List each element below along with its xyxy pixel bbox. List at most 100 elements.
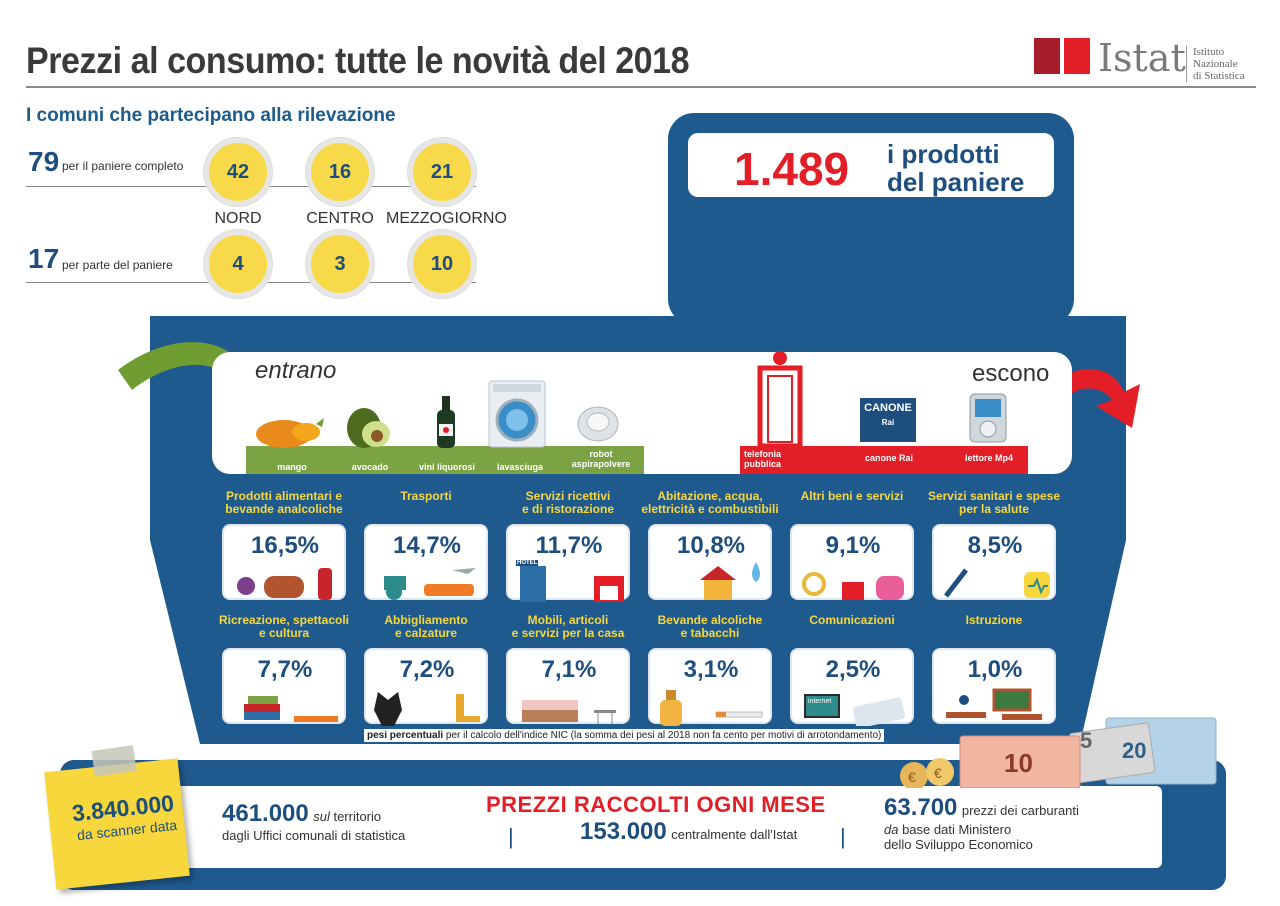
category-card: 10,8%	[648, 524, 772, 600]
category-card: 3,1%	[648, 648, 772, 726]
separator: |	[840, 824, 846, 849]
comuni-title: I comuni che partecipano alla rilevazion…	[26, 105, 396, 126]
transport-icon	[384, 568, 476, 600]
category-icon	[514, 562, 624, 607]
category-card: 11,7% HOTEL	[506, 524, 630, 602]
category-card: 9,1%	[790, 524, 914, 600]
category-title: Servizi sanitari e spese per la salute	[919, 490, 1069, 516]
internet-label: internet	[808, 698, 832, 705]
category-title: Abitazione, acqua, elettricità e combusti…	[635, 490, 785, 516]
logo-subtitle-line2: di Statistica	[1193, 70, 1245, 82]
category-card: 16,5%	[222, 524, 346, 600]
category-icon	[656, 686, 766, 731]
category-weight: 7,2%	[399, 656, 455, 683]
comuni-parte-label: per parte del paniere	[62, 258, 173, 272]
carburanti-value: 63.700	[884, 794, 958, 821]
category-title-line2: per la salute	[958, 502, 1030, 516]
entrano-item-label: mango	[277, 462, 307, 472]
territorio-block: 461.000 sul territorio dagli Uffici comu…	[222, 800, 405, 843]
mp4-player-icon	[969, 393, 1007, 443]
category-title: Altri beni e servizi	[777, 490, 927, 503]
entrano-item-label-line2: aspirapolvere	[571, 459, 631, 469]
category-title-line1: Servizi sanitari e spese	[927, 489, 1061, 503]
escono-label: escono	[972, 360, 1050, 387]
category-icon	[230, 686, 340, 731]
category-icon	[798, 686, 908, 731]
comuni-parte-value: 17	[28, 243, 60, 274]
category-title-line1: Abbigliamento	[384, 613, 468, 627]
paniere-label-line2: del paniere	[887, 167, 1025, 197]
canone-rai-icon: CANONE Rai	[860, 398, 916, 442]
category-weight: 16,5%	[250, 532, 320, 559]
mango-icon	[256, 418, 324, 448]
category-title-line1: Trasporti	[400, 489, 452, 503]
category-weight: 7,1%	[541, 656, 597, 683]
entrano-item-label: vini liquorosi	[418, 462, 475, 472]
category-title: Prodotti alimentari e bevande analcoliche	[209, 490, 359, 516]
logo-subtitle-line1: Istituto Nazionale	[1193, 46, 1238, 70]
region-nord: NORD	[214, 210, 262, 227]
category-weight: 7,7%	[257, 656, 313, 683]
entrano-label: entrano	[255, 357, 337, 384]
circle-nord-parte: 4	[204, 230, 272, 298]
category-icon	[656, 562, 766, 607]
house-energy-icon	[700, 562, 760, 600]
banknote-20-text: 20	[1122, 738, 1146, 763]
category-icon	[798, 562, 908, 607]
books-icon	[244, 696, 338, 722]
category-title-line1: Bevande alcoliche	[657, 613, 763, 627]
banknotes-icon: 10 5 20 € €	[900, 717, 1217, 788]
category-title-line2: e cultura	[258, 626, 309, 640]
circle-centro-completo: 16	[306, 138, 374, 206]
category-title-line2: elettricità e combustibili	[641, 502, 779, 516]
category-card: 7,7%	[222, 648, 346, 724]
istat-value: 153.000	[580, 818, 667, 845]
furniture-icon	[522, 700, 616, 724]
comuni-completo-value: 79	[28, 146, 60, 177]
prezzi-title: PREZZI RACCOLTI OGNI MESE	[486, 792, 826, 817]
weights-note-text: per il calcolo dell'indice NIC (la somma…	[443, 730, 882, 741]
escono-item-label: telefonia pubblica	[744, 449, 814, 469]
circle-nord-completo: 42	[204, 138, 272, 206]
washer-dryer-icon	[488, 380, 546, 448]
banknote-5-text: 5	[1080, 728, 1092, 753]
istat-logo: Istat Istituto Nazionale di Statistica	[1034, 36, 1264, 82]
wine-bottle-icon	[437, 396, 455, 448]
paniere-label-line1: i prodotti	[887, 139, 1000, 169]
carburanti-label-line2: base dati Ministero	[898, 822, 1012, 837]
alcohol-tobacco-icon	[660, 690, 763, 726]
entrano-item-label-line1: robot	[589, 449, 613, 459]
clothing-icon	[374, 692, 480, 726]
category-title: Servizi ricettivi e di ristorazione	[493, 490, 643, 516]
escono-bar	[740, 446, 1028, 474]
category-title-line2: e calzature	[394, 626, 458, 640]
category-weight: 3,1%	[683, 656, 739, 683]
canone-badge-sub: Rai	[881, 418, 895, 427]
entrano-item-label: avocado	[351, 462, 389, 472]
category-title: Istruzione	[919, 614, 1069, 627]
canone-badge-text: CANONE	[864, 402, 912, 414]
health-icon	[944, 568, 1050, 598]
category-weight: 9,1%	[825, 532, 881, 559]
category-title: Ricreazione, spettacoli e cultura	[209, 614, 359, 640]
category-weight: 11,7%	[535, 532, 603, 559]
category-title: Abbigliamento e calzature	[351, 614, 501, 640]
category-title: Mobili, articoli e servizi per la casa	[493, 614, 643, 640]
carburanti-label-italic: da	[884, 822, 899, 837]
logo-subtitle: Istituto Nazionale di Statistica	[1186, 46, 1264, 82]
logo-cube-icon	[1064, 38, 1090, 74]
circle-centro-parte: 3	[306, 230, 374, 298]
escono-item-label-line1: telefonia	[744, 449, 782, 459]
page-title: Prezzi al consumo: tutte le novità del 2…	[26, 40, 690, 81]
weights-note-bold: pesi percentuali	[367, 730, 444, 741]
category-title-line2: bevande analcoliche	[225, 502, 343, 516]
circle-sud-parte: 10	[408, 230, 476, 298]
escono-item-label: canone Rai	[864, 453, 913, 463]
category-title: Bevande alcoliche e tabacchi	[635, 614, 785, 640]
territorio-label-italic: sul	[313, 809, 330, 824]
education-icon	[946, 688, 1042, 720]
category-card: 1,0%	[932, 648, 1056, 724]
other-goods-icon	[802, 572, 904, 600]
robot-vacuum-icon	[577, 406, 619, 442]
food-icon	[237, 568, 332, 600]
